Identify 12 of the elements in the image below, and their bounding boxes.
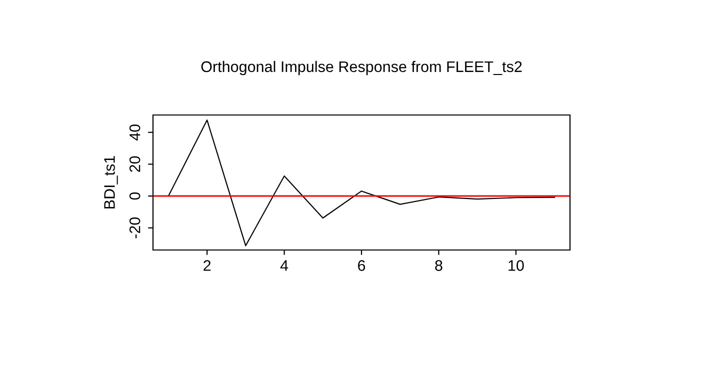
y-tick-label: 40 [129, 124, 140, 140]
y-tick-label: 0 [129, 192, 140, 200]
x-tick-label: 4 [280, 260, 288, 271]
chart-title: Orthogonal Impulse Response from FLEET_ts2 [201, 60, 522, 76]
line-series [168, 120, 556, 246]
x-tick-label: 10 [508, 260, 524, 271]
y-tick-label: -20 [129, 217, 140, 238]
y-tick-label: 20 [129, 156, 140, 172]
y-axis-title: BDI_ts1 [104, 156, 118, 208]
x-tick-label: 6 [358, 260, 366, 271]
x-tick-label: 2 [204, 260, 211, 271]
x-tick-label: 8 [435, 260, 442, 271]
